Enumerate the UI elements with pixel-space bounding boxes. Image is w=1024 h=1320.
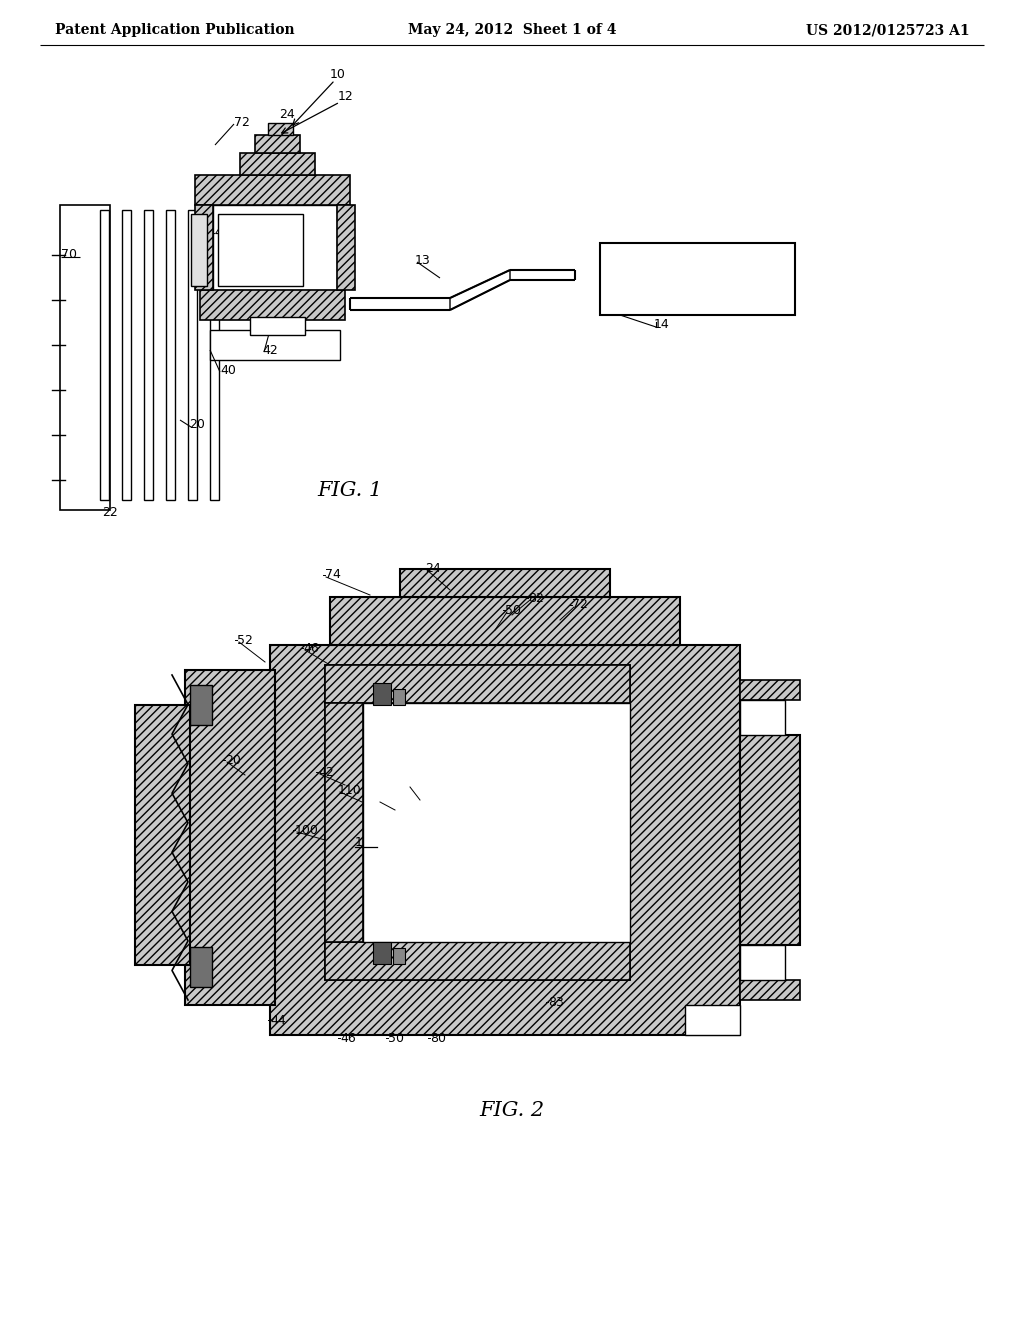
Text: 24: 24 — [425, 561, 440, 574]
Text: 72: 72 — [572, 598, 588, 611]
Bar — [740, 735, 800, 945]
Text: 110: 110 — [338, 784, 361, 796]
Text: 72: 72 — [234, 116, 250, 128]
Text: 111: 111 — [408, 779, 432, 792]
Text: 83: 83 — [548, 995, 564, 1008]
Text: US 2012/0125723 A1: US 2012/0125723 A1 — [806, 22, 970, 37]
Bar — [210, 330, 340, 360]
Text: 74: 74 — [268, 124, 284, 136]
Bar — [600, 243, 795, 315]
Bar — [325, 704, 362, 942]
Bar — [740, 700, 785, 735]
Text: Patent Application Publication: Patent Application Publication — [55, 22, 295, 37]
Text: 13: 13 — [415, 253, 431, 267]
Bar — [268, 123, 293, 135]
Bar — [250, 317, 305, 335]
Text: 82: 82 — [528, 591, 544, 605]
Bar — [190, 946, 212, 987]
Bar — [200, 290, 345, 319]
Text: 46: 46 — [340, 1031, 355, 1044]
Bar — [191, 214, 207, 286]
Polygon shape — [450, 271, 510, 310]
Bar — [325, 665, 630, 704]
Bar — [213, 205, 337, 290]
Bar — [740, 945, 785, 979]
Text: FIG. 2: FIG. 2 — [479, 1101, 545, 1119]
Text: FIG. 1: FIG. 1 — [317, 480, 383, 499]
Bar — [188, 210, 197, 500]
Text: 104: 104 — [355, 836, 379, 849]
Bar — [270, 645, 740, 1035]
Text: 44: 44 — [207, 227, 223, 239]
Bar — [393, 689, 406, 705]
Text: 42: 42 — [318, 766, 334, 779]
Text: 14: 14 — [654, 318, 670, 331]
Text: 50: 50 — [505, 603, 521, 616]
Text: 22: 22 — [102, 506, 118, 519]
Bar — [240, 153, 315, 176]
Bar — [740, 979, 800, 1001]
Bar — [393, 948, 406, 964]
Bar — [195, 205, 213, 290]
Bar — [218, 214, 303, 286]
Bar — [195, 176, 350, 205]
Bar — [373, 682, 391, 705]
Text: 44: 44 — [270, 1014, 286, 1027]
Bar — [373, 942, 391, 964]
Bar — [185, 671, 275, 1005]
Text: 10: 10 — [330, 69, 346, 82]
Text: 102: 102 — [378, 793, 401, 807]
Text: 20: 20 — [225, 754, 241, 767]
Bar — [325, 665, 630, 979]
Bar — [166, 210, 175, 500]
Text: 100: 100 — [295, 824, 318, 837]
Text: 20: 20 — [189, 418, 205, 432]
Text: 70: 70 — [61, 248, 77, 261]
Bar — [400, 569, 610, 597]
Text: 46: 46 — [303, 642, 318, 655]
Text: 80: 80 — [430, 1031, 446, 1044]
Text: System: System — [672, 280, 723, 294]
Text: Fluid Supply: Fluid Supply — [655, 264, 740, 279]
Bar — [144, 210, 153, 500]
Bar — [325, 942, 630, 979]
Bar — [337, 205, 355, 290]
Bar — [740, 680, 800, 700]
Text: 52: 52 — [237, 634, 253, 647]
Text: 40: 40 — [220, 363, 236, 376]
Bar — [362, 704, 630, 942]
Polygon shape — [60, 205, 110, 510]
Text: 74: 74 — [325, 569, 341, 582]
Bar — [685, 1005, 740, 1035]
Bar — [210, 210, 219, 500]
Bar — [190, 685, 212, 725]
Bar — [122, 210, 131, 500]
Text: 12: 12 — [338, 91, 353, 103]
Bar — [330, 597, 680, 645]
Bar — [100, 210, 109, 500]
Text: 50: 50 — [388, 1031, 404, 1044]
Bar — [135, 705, 190, 965]
Text: 42: 42 — [262, 343, 278, 356]
Bar — [255, 135, 300, 153]
Text: May 24, 2012  Sheet 1 of 4: May 24, 2012 Sheet 1 of 4 — [408, 22, 616, 37]
Text: 24: 24 — [279, 108, 295, 121]
